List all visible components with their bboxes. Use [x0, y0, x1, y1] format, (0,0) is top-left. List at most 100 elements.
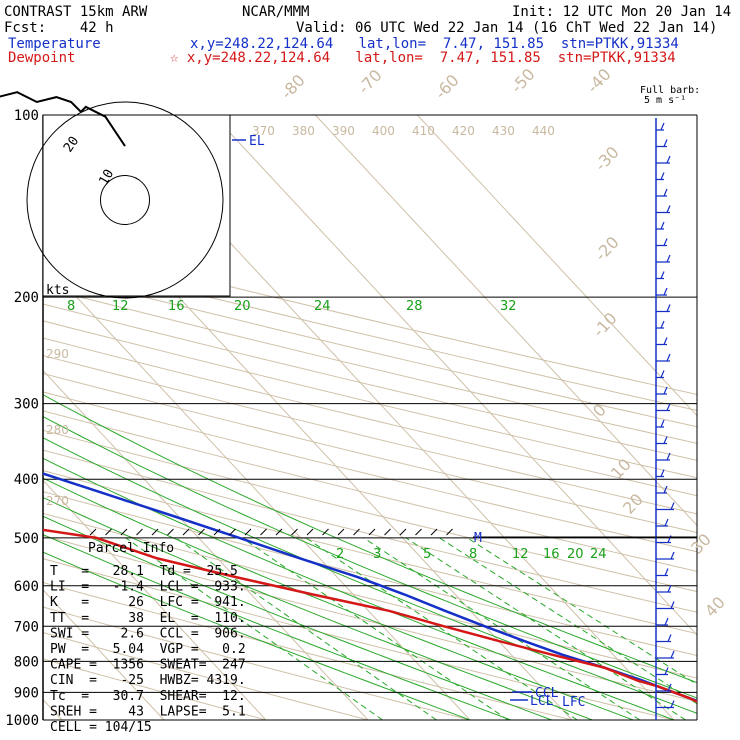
- dewpoint-label: Dewpoint: [8, 50, 76, 66]
- model-title: CONTRAST 15km ARW: [4, 4, 148, 20]
- moist-adiabat-label: 28: [406, 299, 423, 314]
- wind-barb: [656, 386, 668, 395]
- wind-barb: [656, 370, 665, 379]
- ground-hatch: [244, 528, 252, 536]
- wind-barb: [656, 122, 665, 131]
- wind-barb: [656, 419, 665, 428]
- ground-hatch: [322, 528, 329, 536]
- barb-legend: Full barb:: [640, 85, 701, 96]
- ground-hatch: [430, 528, 438, 536]
- isotherm-line: [43, 369, 369, 720]
- mixing-ratio-label: 12: [512, 547, 529, 562]
- ground-hatch: [167, 528, 174, 536]
- hodograph-ring-label: 20: [61, 134, 82, 155]
- moist-adiabat-label: 12: [112, 299, 129, 314]
- dry-adiabat-line: [43, 658, 267, 720]
- pressure-tick-label: 400: [14, 472, 39, 488]
- mixing-ratio-label: 16: [543, 547, 560, 562]
- theta-label: 370: [252, 124, 275, 138]
- mixing-ratio-line: [175, 537, 437, 720]
- center-label: NCAR/MMM: [242, 4, 310, 20]
- el-marker: EL: [249, 134, 265, 149]
- pressure-tick-label: 200: [14, 290, 39, 306]
- dry-adiabat-line: [43, 320, 697, 479]
- dry-adiabat-line: [43, 255, 697, 411]
- wind-barb: [656, 601, 675, 610]
- isotherm-label: 10: [607, 455, 635, 483]
- ground-hatch: [182, 528, 190, 536]
- wind-barb: [656, 403, 671, 412]
- mixing-ratio-line: [305, 537, 578, 720]
- mixing-ratio-line: [125, 537, 383, 720]
- wind-barb: [656, 271, 665, 280]
- pressure-tick-label: 500: [14, 531, 39, 547]
- dry-adiabat-line: [43, 287, 697, 444]
- ground-hatch: [198, 528, 205, 536]
- pressure-tick-label: 800: [14, 654, 39, 670]
- ground-hatch: [291, 528, 298, 536]
- isotherm-line: [212, 115, 697, 636]
- hodograph-outer-ring: [26, 101, 224, 299]
- mixing-ratio-label: 24: [590, 547, 607, 562]
- wind-barb: [656, 568, 669, 577]
- pressure-tick-label: 100: [14, 108, 39, 124]
- wind-barb: [656, 683, 672, 692]
- dry-adiabat-line: [43, 535, 697, 702]
- wind-barb: [656, 469, 665, 478]
- isotherm-label: -20: [591, 233, 623, 265]
- ground-hatch: [260, 528, 267, 536]
- theta-label: 430: [492, 124, 515, 138]
- mixing-ratio-line: [363, 537, 641, 720]
- dry-adiabat-line: [43, 271, 697, 428]
- wind-barb: [656, 634, 672, 643]
- theta-label: 440: [532, 124, 555, 138]
- mixing-ratio-label: 3: [373, 547, 381, 562]
- wind-barb: [656, 518, 669, 527]
- pressure-tick-label: 700: [14, 619, 39, 635]
- wind-barb: [656, 584, 672, 593]
- mixing-ratio-label: 2: [336, 547, 344, 562]
- parcel-info-row: K = 26 LFC = 941.: [50, 595, 246, 610]
- mixing-ratio-line: [241, 537, 509, 720]
- pressure-tick-label: 300: [14, 397, 39, 413]
- ground-hatch: [275, 528, 283, 536]
- isotherm-label: -80: [277, 71, 309, 103]
- wind-barb: [656, 254, 671, 263]
- theta-label: 400: [372, 124, 395, 138]
- parcel-info-row: CAPE = 1356 SWEAT= 247: [50, 658, 246, 673]
- isotherm-line: [43, 479, 267, 720]
- mixing-ratio-label: 20: [567, 547, 584, 562]
- isotherm-label: 20: [619, 490, 647, 518]
- ccl-marker: CCL: [535, 686, 559, 701]
- ground-hatch: [446, 528, 453, 536]
- ground-hatch: [229, 528, 236, 536]
- wind-barb: [656, 139, 668, 148]
- theta-label: 280: [46, 423, 69, 437]
- isotherm-line: [43, 260, 471, 720]
- theta-label: 420: [452, 124, 475, 138]
- ground-hatch: [306, 528, 314, 536]
- parcel-info-title: Parcel Info: [88, 541, 174, 556]
- wind-barb: [656, 337, 668, 346]
- theta-label: 290: [46, 347, 69, 361]
- dry-adiabat-line: [43, 558, 675, 720]
- ground-hatch: [120, 528, 128, 536]
- wind-barb: [656, 551, 675, 560]
- dewpoint-profile-line: [43, 528, 697, 704]
- parcel-info-row: SREH = 43 LAPSE= 5.1: [50, 704, 246, 719]
- isotherm-label: -70: [354, 66, 386, 98]
- parcel-info-row: T = 28.1 Td = 25.5: [50, 564, 238, 579]
- parcel-info-row: CIN = -25 HWBZ= 4319.: [50, 673, 246, 688]
- moist-adiabat-label: 32: [500, 299, 517, 314]
- theta-label: 410: [412, 124, 435, 138]
- init-time: Init: 12 UTC Mon 20 Jan 14: [512, 4, 732, 20]
- mixing-ratio-label: 5: [423, 547, 431, 562]
- wind-barb: [656, 320, 665, 329]
- ground-hatch: [399, 528, 407, 536]
- wind-barb: [656, 502, 675, 511]
- forecast-hour: Fcst: 42 h: [4, 20, 114, 36]
- isotherm-line: [43, 589, 165, 720]
- isotherm-label: -60: [431, 71, 463, 103]
- wind-barb: [656, 172, 665, 181]
- dry-adiabat-line: [43, 239, 697, 395]
